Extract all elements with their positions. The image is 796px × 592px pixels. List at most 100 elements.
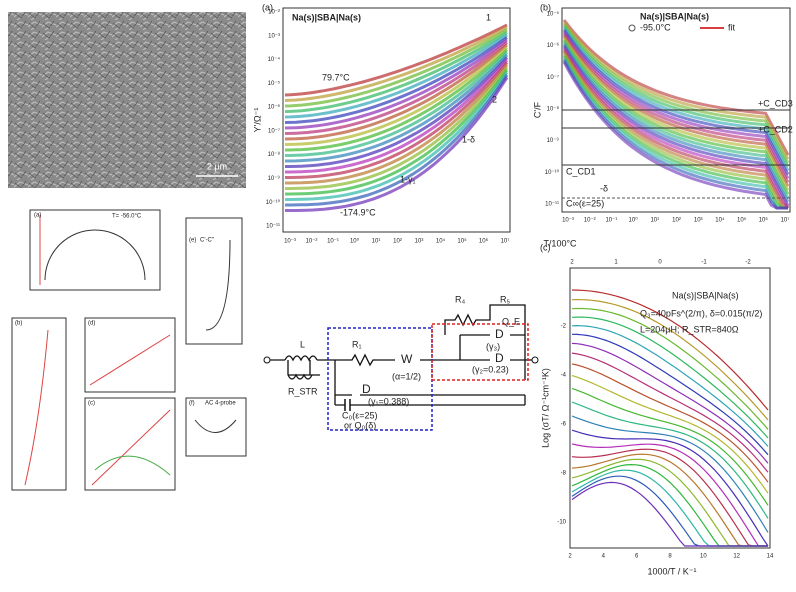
insets [11, 209, 247, 491]
y-tick-label: 10⁻⁸ [268, 151, 281, 158]
curve [562, 19, 790, 156]
y-tick-label: 10⁻¹¹ [545, 202, 559, 208]
curve [285, 64, 509, 185]
curve [562, 45, 790, 207]
y-tick-label: 10⁻⁸ [547, 106, 560, 113]
curve [285, 76, 509, 212]
circuit [263, 304, 539, 431]
x-tick-label: 6 [635, 554, 639, 560]
y-tick-label: 10⁻¹⁰ [266, 199, 281, 206]
y-tick-label: 10⁻⁷ [268, 127, 280, 134]
y-tick-label: -10 [557, 520, 566, 526]
annotation: L=204µH; R_STR=840Ω [640, 324, 739, 334]
annotation: +C_CD2 [758, 124, 793, 134]
curve [571, 469, 768, 547]
x-tick-label: 10³ [415, 239, 424, 245]
x-tick-label: 14 [767, 554, 774, 560]
curve [571, 333, 769, 456]
x-tick-label: 10⁶ [479, 238, 489, 245]
panel-a-curves [284, 23, 509, 212]
curve [285, 59, 509, 174]
x-tick-label: 4 [602, 554, 606, 560]
inset-label: C'-C'' [200, 238, 214, 244]
curve [562, 27, 790, 172]
top-tick-label: 1 [614, 260, 618, 266]
curve [562, 55, 788, 210]
x-tick-label: 12 [733, 554, 740, 560]
x-tick-label: 10⁵ [457, 238, 467, 245]
annotation: C∞(ε=25) [566, 198, 604, 208]
y-tick-label: 10⁻⁷ [547, 74, 559, 81]
curve [571, 316, 769, 439]
curve [562, 21, 790, 160]
curve [571, 453, 768, 547]
curve [562, 29, 790, 176]
curve [284, 28, 508, 108]
curve [285, 71, 509, 201]
y-tick-label: 10⁻⁴ [268, 56, 281, 63]
curve [285, 51, 509, 157]
curve [571, 481, 768, 547]
y-tick-label: 10⁻⁶ [547, 42, 560, 49]
x-tick-label: 10³ [694, 218, 703, 224]
x-tick-label: 10¹ [372, 239, 381, 245]
circuit-label: R_STR [288, 386, 318, 396]
y-tick-label: 10⁻⁹ [268, 175, 281, 182]
curve [285, 53, 509, 163]
annotation: 2 [492, 94, 497, 104]
legend: Na(s)|SBA|Na(s) [292, 12, 361, 22]
curve [562, 51, 789, 210]
circuit-label: (γ₁=0.388) [368, 396, 409, 406]
inset-label: T= -56.0°C [112, 214, 142, 220]
curve [562, 31, 790, 180]
top-tick-label: -2 [745, 260, 751, 266]
curve [284, 36, 508, 124]
legend: Na(s)|SBA|Na(s) [640, 11, 709, 21]
annotation: +C_CD3 [758, 98, 793, 108]
y-tick-label: -8 [561, 471, 567, 477]
circuit-label: D [362, 382, 371, 396]
x-tick-label: 10⁻³ [284, 239, 296, 245]
curve [562, 25, 790, 168]
curve [571, 415, 769, 533]
x-tick-label: 2 [568, 554, 572, 560]
x-tick-label: 10¹ [650, 218, 659, 224]
curve [571, 443, 768, 547]
x-tick-label: 10⁷ [501, 238, 510, 245]
x-tick-label: 10⁻³ [562, 218, 574, 224]
x-tick-label: 10⁻¹ [327, 239, 339, 245]
curve [571, 375, 769, 494]
x-tick-label: 10⁶ [759, 217, 769, 224]
legend: fit [728, 22, 736, 32]
y-axis-label: Log (σT/ Ω⁻¹cm⁻¹K) [540, 368, 550, 448]
y-tick-label: -6 [561, 422, 567, 428]
curve [562, 41, 790, 199]
curve [284, 33, 508, 119]
curve [284, 31, 508, 113]
curve [285, 48, 509, 152]
curve [285, 61, 509, 179]
curve [571, 307, 769, 430]
annotation: Q₃=40pFs^(2/π), δ=0.015(π/2) [640, 308, 762, 318]
annotation: 1-γ₁ [400, 174, 416, 184]
y-tick-label: 10⁻³ [268, 33, 280, 39]
curve [571, 342, 769, 464]
curve [284, 38, 508, 130]
annotation: 1-δ [462, 134, 475, 144]
curve [571, 352, 769, 473]
y-tick-label: -4 [561, 373, 567, 379]
circuit-label: R₁ [352, 339, 362, 349]
curve [571, 429, 769, 547]
curve [284, 43, 508, 141]
inset-label: (f) [189, 401, 195, 407]
panel-b-curves [562, 19, 790, 210]
circuit-label: D [495, 327, 504, 341]
y-tick-label: 10⁻⁵ [268, 80, 281, 87]
x-tick-label: 10⁴ [436, 238, 446, 245]
x-tick-label: 10 [700, 554, 707, 560]
x-tick-label: 10⁰ [350, 238, 360, 245]
x-tick-label: 10⁵ [737, 217, 747, 224]
curve [562, 49, 789, 210]
curve [562, 53, 788, 210]
panel-c-curves [571, 289, 769, 547]
